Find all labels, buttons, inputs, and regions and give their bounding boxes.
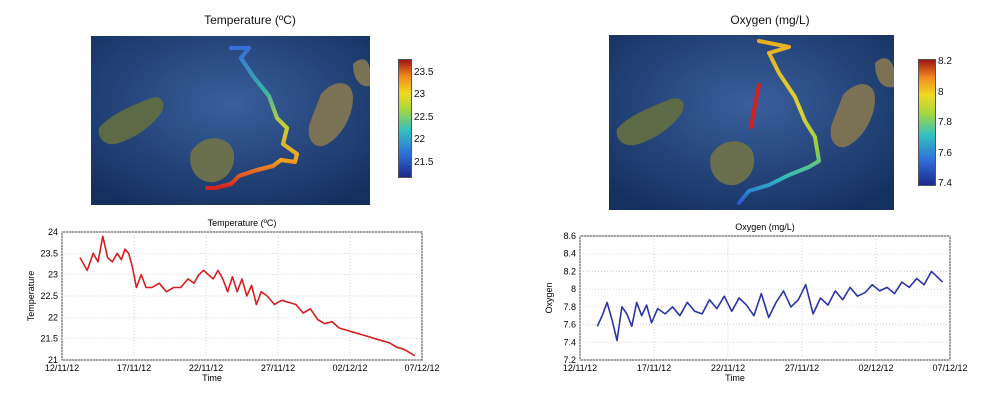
island-shape [616,98,684,146]
island-shape [710,141,755,186]
y-tick-label: 8.6 [563,231,576,241]
x-axis-label: Time [725,373,745,383]
y-tick-label: 7.4 [563,337,576,347]
oxygen-line-chart: Oxygen (mg/L) 7.2 7.4 7.6 7.8 8 8.2 8.4 8.6 12/11… [520,222,990,392]
plot-frame [579,235,951,361]
y-axis-label: Temperature [26,271,36,322]
x-tick-label: 02/12/12 [332,363,367,373]
temperature-map [91,36,370,205]
island-shape [98,97,164,145]
y-tick-label: 21.5 [40,334,58,344]
temperature-chart-svg: Temperature (ºC) 21 21.5 22 22.5 23 23.5 24 12/1… [26,218,440,383]
y-tick-label: 22 [48,312,58,322]
temperature-line-chart: Temperature (ºC) 21 21.5 22 22.5 23 23.5 24 12/1… [0,210,460,390]
temperature-map-title: Temperature (ºC) [204,13,296,27]
colorbar-tick-label: 22 [414,134,426,145]
island-shape [830,84,875,148]
y-tick-label: 7.6 [563,320,576,330]
x-tick-label: 07/12/12 [404,363,439,373]
oxygen-chart-svg: Oxygen (mg/L) 7.2 7.4 7.6 7.8 8 8.2 8.4 8.6 12/11… [544,222,968,383]
colorbar-tick-label: 8.2 [938,56,952,68]
y-axis-label: Oxygen [544,282,554,313]
colorbar-tick-label: 8 [938,86,944,98]
x-tick-label: 12/11/12 [563,363,597,373]
oxygen-map-title: Oxygen (mg/L) [730,13,810,27]
x-tick-label: 27/11/12 [261,363,295,373]
y-tick-label: 24 [48,227,58,237]
y-tick-label: 8 [571,284,576,294]
x-tick-label: 22/11/12 [711,363,745,373]
x-axis-label: Time [202,373,222,383]
island-shape [308,83,353,147]
colorbar-tick-label: 22.5 [414,111,434,123]
y-tick-label: 8.4 [563,249,576,259]
x-tick-label: 17/11/12 [637,363,671,373]
island-shape [875,58,894,88]
island-shape [353,59,370,87]
island-shape [190,138,235,183]
colorbar-tick-label: 7.6 [938,147,952,159]
colorbar-tick-label: 7.8 [938,117,952,129]
chart-title: Oxygen (mg/L) [735,222,795,232]
x-tick-label: 02/12/12 [858,363,893,373]
oxygen-colorbar [918,59,936,186]
y-tick-label: 22.5 [40,291,58,301]
x-tick-label: 22/11/12 [189,363,223,373]
y-tick-label: 23.5 [40,248,58,258]
y-tick-label: 7.2 [563,355,576,365]
x-tick-label: 12/11/12 [45,363,79,373]
temperature-colorbar [398,59,412,178]
y-tick-label: 8.2 [563,266,576,276]
series-line [596,270,944,342]
y-tick-label: 7.8 [563,302,576,312]
colorbar-tick-label: 7.4 [938,178,952,189]
oxygen-map [609,35,894,210]
colorbar-tick-label: 23 [414,89,426,100]
chart-title: Temperature (ºC) [208,218,277,228]
x-tick-label: 07/12/12 [932,363,967,373]
y-tick-label: 21 [48,355,58,365]
x-tick-label: 17/11/12 [117,363,151,373]
x-tick-label: 27/11/12 [785,363,819,373]
colorbar-tick-label: 23.5 [414,66,434,78]
y-tick-label: 23 [48,270,58,280]
colorbar-tick-label: 21.5 [414,156,434,168]
series-line [79,235,416,357]
